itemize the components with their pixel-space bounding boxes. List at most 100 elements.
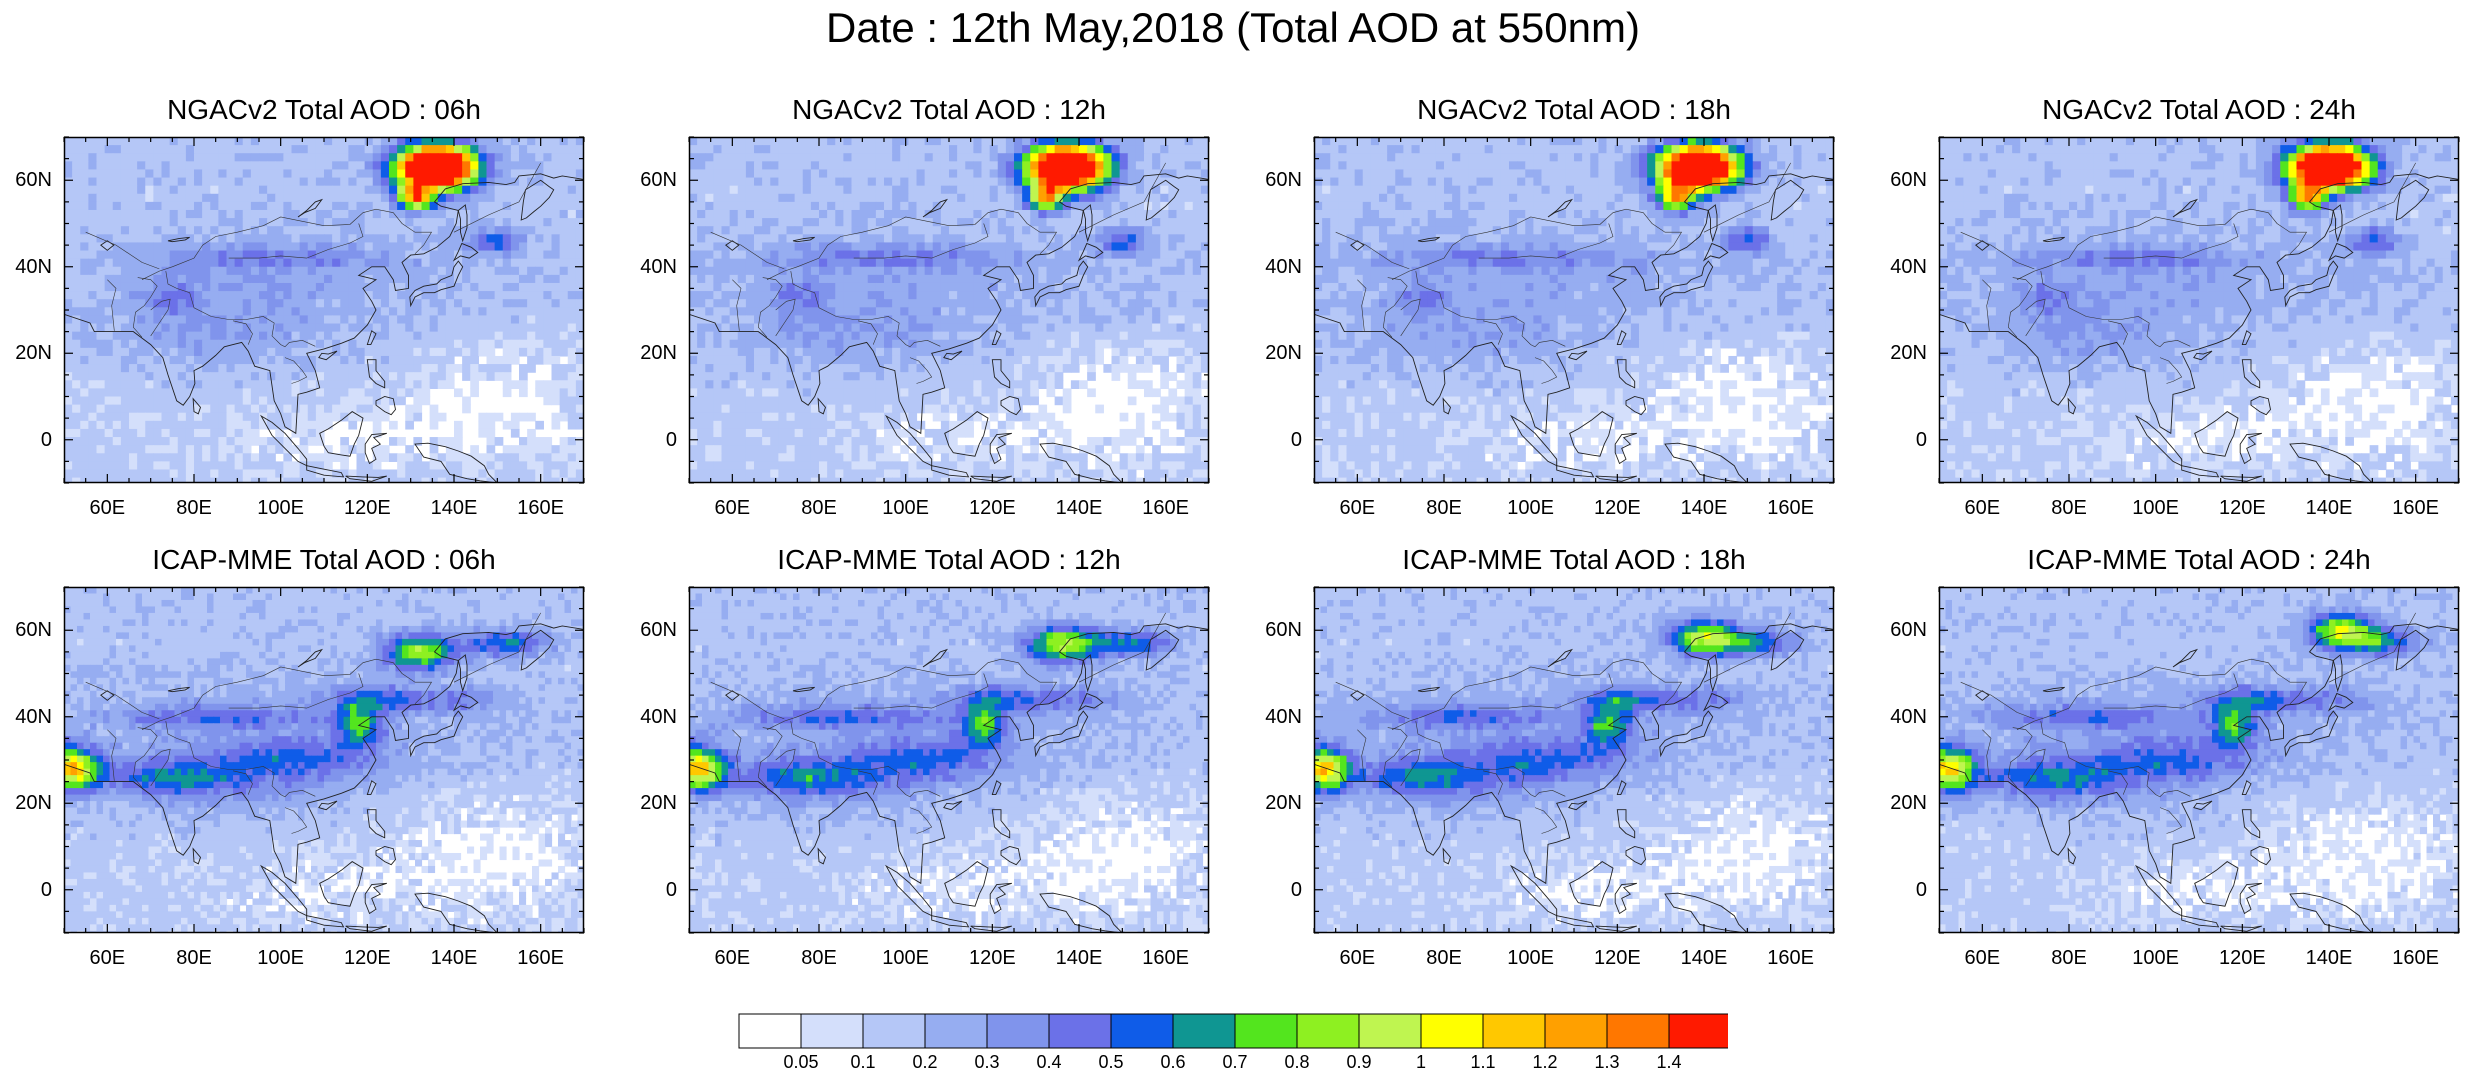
aod-field <box>689 137 1210 486</box>
lon-tick-label: 60E <box>1947 947 2017 969</box>
colorbar-swatch <box>1111 1014 1173 1048</box>
colorbar-label: 1.2 <box>1520 1052 1570 1072</box>
lon-tick-label: 160E <box>1131 497 1201 519</box>
lon-tick-label: 100E <box>1496 497 1566 519</box>
aod-map <box>1314 587 1834 933</box>
lon-tick-label: 160E <box>2381 497 2451 519</box>
aod-map <box>689 137 1209 483</box>
lat-tick-label: 20N <box>2 342 52 364</box>
lon-tick-label: 100E <box>871 497 941 519</box>
lon-tick-label: 60E <box>1947 497 2017 519</box>
lon-tick-label: 160E <box>1756 947 1826 969</box>
lat-tick-label: 0 <box>1252 429 1302 451</box>
colorbar-label: 0.5 <box>1086 1052 1136 1072</box>
lon-tick-label: 140E <box>2294 497 2364 519</box>
lon-tick-label: 100E <box>246 497 316 519</box>
colorbar-swatch <box>987 1014 1049 1048</box>
panel-title: ICAP-MME Total AOD : 06h <box>64 543 584 577</box>
lat-tick-label: 60N <box>1252 619 1302 641</box>
lat-tick-label: 0 <box>1877 429 1927 451</box>
colorbar-swatch <box>801 1014 863 1048</box>
lon-tick-label: 160E <box>506 497 576 519</box>
panel-title: ICAP-MME Total AOD : 24h <box>1939 543 2459 577</box>
colorbar-label: 0.05 <box>776 1052 826 1072</box>
colorbar-swatch <box>1607 1014 1669 1048</box>
lat-tick-label: 0 <box>2 429 52 451</box>
colorbar-swatch <box>1669 1014 1728 1048</box>
colorbar-label: 1.3 <box>1582 1052 1632 1072</box>
colorbar <box>738 1013 1728 1049</box>
aod-field <box>64 587 585 938</box>
lat-tick-label: 60N <box>1877 169 1927 191</box>
aod-field <box>1314 137 1835 486</box>
colorbar-label: 0.9 <box>1334 1052 1384 1072</box>
lon-tick-label: 80E <box>784 497 854 519</box>
lon-tick-label: 120E <box>957 947 1027 969</box>
lat-tick-label: 60N <box>2 619 52 641</box>
lon-tick-label: 100E <box>246 947 316 969</box>
lon-tick-label: 120E <box>332 497 402 519</box>
colorbar-swatch <box>1483 1014 1545 1048</box>
colorbar-label: 1.4 <box>1644 1052 1694 1072</box>
lon-tick-label: 80E <box>2034 497 2104 519</box>
colorbar-swatch <box>1545 1014 1607 1048</box>
colorbar-label: 0.6 <box>1148 1052 1198 1072</box>
lon-tick-label: 160E <box>2381 947 2451 969</box>
colorbar-label: 0.3 <box>962 1052 1012 1072</box>
lat-tick-label: 60N <box>2 169 52 191</box>
panel-title: ICAP-MME Total AOD : 12h <box>689 543 1209 577</box>
lon-tick-label: 120E <box>2207 497 2277 519</box>
lon-tick-label: 80E <box>1409 947 1479 969</box>
panel-title: NGACv2 Total AOD : 18h <box>1314 93 1834 127</box>
aod-field <box>1314 587 1835 938</box>
lat-tick-label: 20N <box>627 792 677 814</box>
lat-tick-label: 0 <box>627 429 677 451</box>
aod-field <box>689 587 1210 938</box>
aod-field <box>64 137 585 486</box>
colorbar-label: 0.7 <box>1210 1052 1260 1072</box>
lat-tick-label: 20N <box>1877 792 1927 814</box>
lon-tick-label: 160E <box>506 947 576 969</box>
lon-tick-label: 80E <box>159 947 229 969</box>
colorbar-label: 0.1 <box>838 1052 888 1072</box>
aod-map <box>1939 587 2459 933</box>
lat-tick-label: 40N <box>1252 706 1302 728</box>
lat-tick-label: 20N <box>627 342 677 364</box>
lat-tick-label: 60N <box>627 619 677 641</box>
colorbar-label: 0.2 <box>900 1052 950 1072</box>
lat-tick-label: 40N <box>627 256 677 278</box>
colorbar-swatch <box>1297 1014 1359 1048</box>
lon-tick-label: 100E <box>1496 947 1566 969</box>
lat-tick-label: 0 <box>627 879 677 901</box>
figure-title: Date : 12th May,2018 (Total AOD at 550nm… <box>0 4 2466 52</box>
lon-tick-label: 120E <box>957 497 1027 519</box>
lat-tick-label: 20N <box>1252 792 1302 814</box>
lon-tick-label: 120E <box>1582 497 1652 519</box>
lon-tick-label: 140E <box>419 497 489 519</box>
lat-tick-label: 40N <box>2 706 52 728</box>
lat-tick-label: 20N <box>1252 342 1302 364</box>
colorbar-swatch <box>739 1014 801 1048</box>
colorbar-swatch <box>1421 1014 1483 1048</box>
lat-tick-label: 60N <box>627 169 677 191</box>
colorbar-swatch <box>863 1014 925 1048</box>
colorbar-label: 0.4 <box>1024 1052 1074 1072</box>
lat-tick-label: 20N <box>2 792 52 814</box>
aod-map <box>689 587 1209 933</box>
aod-field <box>1939 587 2460 938</box>
lat-tick-label: 40N <box>1877 256 1927 278</box>
panel-title: NGACv2 Total AOD : 12h <box>689 93 1209 127</box>
lat-tick-label: 20N <box>1877 342 1927 364</box>
lat-tick-label: 60N <box>1877 619 1927 641</box>
lon-tick-label: 100E <box>2121 947 2191 969</box>
colorbar-swatch <box>1235 1014 1297 1048</box>
lon-tick-label: 60E <box>72 497 142 519</box>
lon-tick-label: 120E <box>1582 947 1652 969</box>
colorbar-label: 1.1 <box>1458 1052 1508 1072</box>
lon-tick-label: 60E <box>697 497 767 519</box>
panel-title: ICAP-MME Total AOD : 18h <box>1314 543 1834 577</box>
